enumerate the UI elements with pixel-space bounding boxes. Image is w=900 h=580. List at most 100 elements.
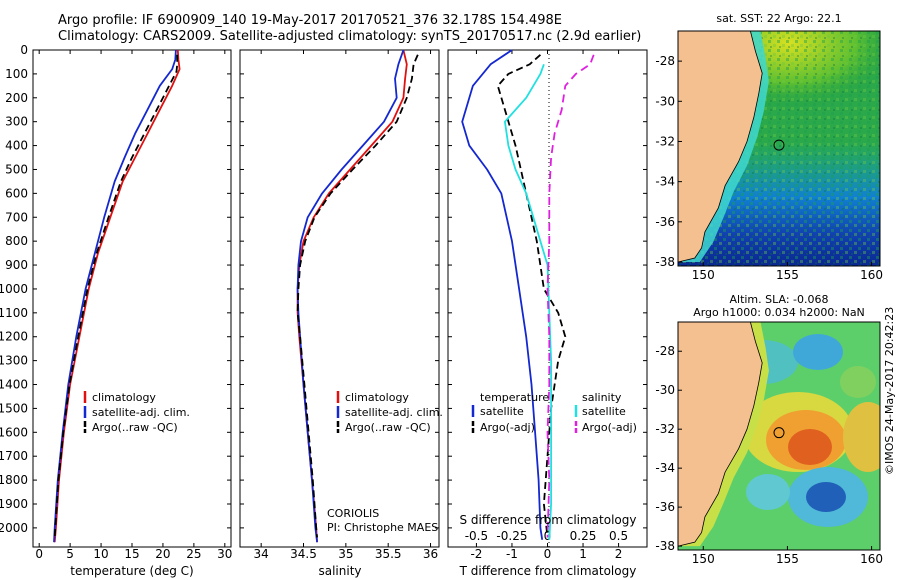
x-tick-label: 0 bbox=[544, 547, 552, 561]
depth-tick-label: 1900 bbox=[0, 497, 28, 511]
x-tick-label: 36 bbox=[423, 547, 438, 561]
x-tick-label: 30 bbox=[217, 547, 232, 561]
sla-land bbox=[678, 322, 763, 550]
salinity-panel: 34 34.5 35 35.5 36 salinity climatology sate… bbox=[239, 49, 443, 578]
difference-lines bbox=[461, 49, 595, 540]
x-tick-label: 34 bbox=[254, 547, 269, 561]
salinity-xlabel: salinity bbox=[318, 564, 361, 578]
x-tick-label: 25 bbox=[186, 547, 201, 561]
depth-tick-label: 100 bbox=[5, 67, 28, 81]
lat-tick-label: -28 bbox=[655, 344, 675, 358]
legend-label-satellite: satellite-adj. clim. bbox=[92, 406, 190, 419]
legend-label-s-satellite: satellite bbox=[582, 405, 626, 418]
lat-tick-label: -34 bbox=[655, 175, 675, 189]
difference-depth-ticks bbox=[448, 49, 647, 529]
series-line-satellite-adj-clim bbox=[53, 49, 177, 543]
x-tick-label: -2 bbox=[470, 547, 482, 561]
sla-west-low bbox=[746, 474, 790, 510]
top-tick-label: 0.5 bbox=[609, 529, 628, 543]
depth-tick-label: 1000 bbox=[0, 282, 28, 296]
x-tick-label: 34.5 bbox=[290, 547, 317, 561]
legend-label-climatology: climatology bbox=[92, 391, 156, 404]
temperature-x-axis: 0 5 10 15 20 25 30 bbox=[35, 50, 232, 561]
title-line-2: Climatology: CARS2009. Satellite-adjuste… bbox=[58, 29, 641, 44]
x-tick-label: 5 bbox=[66, 547, 74, 561]
depth-axis: 0 100 200 300 400 500 600 700 800 900 1000 1100 1200… bbox=[0, 43, 231, 535]
depth-tick-label: 2000 bbox=[0, 521, 28, 535]
sla-map-axes: 150 155 160 -28 -30 -32 -34 -36 -38 bbox=[655, 344, 883, 566]
salinity-legend: climatology satellite-adj. clim. Argo(..… bbox=[336, 391, 443, 434]
title-line-1: Argo profile: IF 6900909_140 19-May-2017… bbox=[58, 13, 562, 28]
temperature-legend: climatology satellite-adj. clim. Argo(..… bbox=[83, 391, 190, 434]
x-tick-label: -1 bbox=[506, 547, 518, 561]
sla-ne-ridge bbox=[840, 366, 876, 398]
temperature-xlabel: temperature (deg C) bbox=[70, 564, 193, 578]
top-tick-label: 0.25 bbox=[570, 529, 597, 543]
difference-axes-frame bbox=[447, 49, 648, 548]
imos-credit: ©IMOS 24-May-2017 20:42:23 bbox=[883, 307, 896, 475]
x-tick-label: 2 bbox=[615, 547, 623, 561]
x-tick-label: 1 bbox=[579, 547, 587, 561]
depth-tick-label: 1800 bbox=[0, 473, 28, 487]
legend-label-argo: Argo(..raw -QC) bbox=[345, 421, 431, 434]
depth-tick-label: 400 bbox=[5, 139, 28, 153]
series-line-t-satellite bbox=[461, 49, 544, 540]
x-tick-label: 35 bbox=[338, 547, 353, 561]
series-line-s-satellite bbox=[503, 63, 552, 540]
series-line-satellite-adj-clim bbox=[296, 49, 405, 543]
temperature-panel: 0100200300400500600700800900100011001200… bbox=[0, 43, 232, 578]
top-tick-label: -0.25 bbox=[496, 529, 527, 543]
lat-tick-label: -36 bbox=[655, 500, 675, 514]
lon-tick-label: 150 bbox=[692, 552, 715, 566]
temperature-lines bbox=[53, 49, 181, 543]
sst-map-axes: 150 155 160 -28 -30 -32 -34 -36 -38 bbox=[655, 54, 883, 282]
lon-tick-label: 155 bbox=[776, 268, 799, 282]
difference-panel: -2 -1 0 1 2 -0.5 -0.25 0 0.25 0.5 S difference f… bbox=[447, 49, 648, 578]
lat-tick-label: -32 bbox=[655, 422, 675, 436]
lat-tick-label: -38 bbox=[655, 539, 675, 553]
top-tick-label: -0.5 bbox=[465, 529, 488, 543]
series-line-s-argo-adj bbox=[546, 54, 595, 538]
salinity-x-axis: 34 34.5 35 35.5 36 bbox=[254, 50, 438, 561]
legend-label-argo: Argo(..raw -QC) bbox=[92, 421, 178, 434]
argo-position-marker bbox=[773, 139, 785, 151]
depth-tick-label: 600 bbox=[5, 186, 28, 200]
sst-map-frame bbox=[677, 30, 881, 267]
sla-shelf-band bbox=[678, 322, 769, 547]
series-line-t-argo-adj bbox=[496, 54, 567, 538]
lat-tick-label: -38 bbox=[655, 255, 675, 269]
lat-tick-label: -28 bbox=[655, 54, 675, 68]
depth-tick-label: 1400 bbox=[0, 378, 28, 392]
depth-tick-label: 1300 bbox=[0, 354, 28, 368]
salinity-lines bbox=[296, 49, 419, 543]
depth-tick-label: 1600 bbox=[0, 425, 28, 439]
salinity-axes-frame bbox=[239, 49, 440, 548]
x-tick-label: 10 bbox=[93, 547, 108, 561]
difference-x-axis: -2 -1 0 1 2 bbox=[470, 50, 622, 561]
sla-eddies bbox=[728, 334, 880, 527]
sla-map bbox=[678, 322, 880, 550]
depth-tick-label: 1500 bbox=[0, 401, 28, 415]
sst-map-title: sat. SST: 22 Argo: 22.1 bbox=[716, 12, 841, 25]
sla-south-low-core bbox=[806, 482, 846, 512]
lat-tick-label: -32 bbox=[655, 134, 675, 148]
t-difference-label: T difference from climatology bbox=[459, 564, 637, 578]
depth-tick-label: 0 bbox=[20, 43, 28, 57]
sst-map bbox=[678, 31, 880, 266]
lon-tick-label: 160 bbox=[860, 268, 883, 282]
lon-tick-label: 155 bbox=[776, 552, 799, 566]
legend-header-temperature: temperature bbox=[480, 391, 549, 404]
lat-tick-label: -34 bbox=[655, 461, 675, 475]
x-tick-label: 15 bbox=[124, 547, 139, 561]
x-tick-label: 0 bbox=[35, 547, 43, 561]
x-tick-label: 20 bbox=[155, 547, 170, 561]
depth-tick-label: 300 bbox=[5, 115, 28, 129]
lat-tick-label: -30 bbox=[655, 94, 675, 108]
sla-north-low-2 bbox=[793, 334, 843, 370]
depth-tick-label: 500 bbox=[5, 162, 28, 176]
legend-label-t-satellite: satellite bbox=[480, 405, 524, 418]
series-line-argo-raw-qc bbox=[53, 54, 179, 538]
sst-shelf-band bbox=[678, 31, 769, 262]
temperature-axes-frame bbox=[32, 49, 232, 548]
